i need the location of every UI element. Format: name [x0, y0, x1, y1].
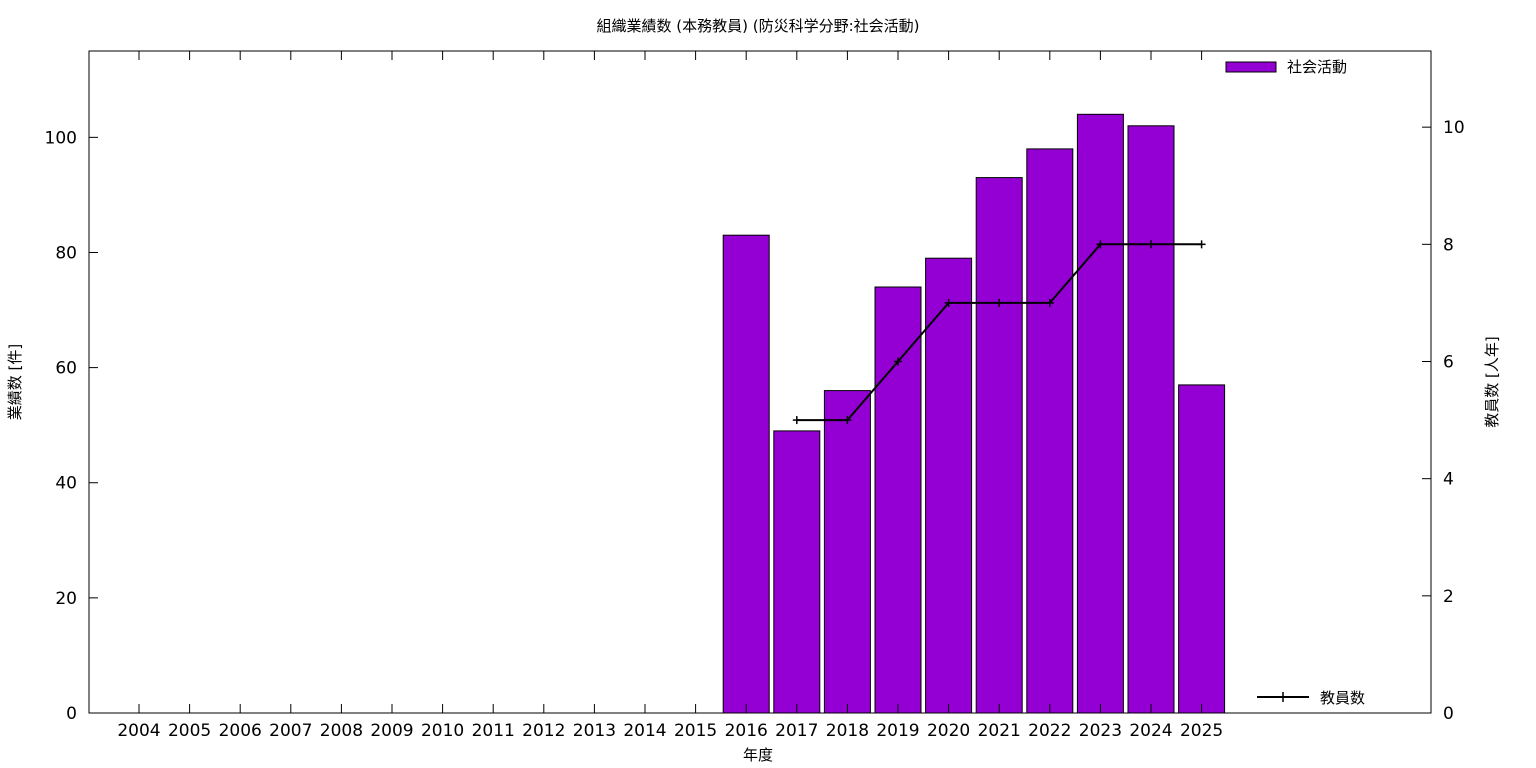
plot-frame — [88, 50, 1432, 714]
legend-line: 教員数 — [1257, 689, 1365, 707]
legend-bar-label: 社会活動 — [1287, 58, 1347, 76]
x-tick-label: 2015 — [674, 721, 717, 741]
bar-2016 — [722, 234, 770, 714]
y-tick-label: 40 — [55, 474, 77, 494]
bar-2024 — [1127, 125, 1175, 714]
faculty-point-2019 — [894, 357, 902, 366]
faculty-point-2022 — [1045, 298, 1054, 307]
legend-bar: 社会活動 — [1225, 58, 1347, 76]
faculty-point-2024 — [1147, 240, 1155, 249]
x-tick-label: 2014 — [623, 721, 666, 741]
x-tick-label: 2021 — [978, 721, 1021, 741]
x-tick-label: 2017 — [775, 721, 818, 741]
y-tick-label: 20 — [55, 589, 77, 609]
ticks-layer: 0 20 40 60 80 100 0 2 4 6 8 10 2004 2005 2006 2007 2008 2… — [45, 51, 1465, 741]
bars-layer — [722, 113, 1226, 714]
x-tick-label: 2011 — [472, 721, 515, 741]
line-layer — [792, 240, 1206, 425]
bar-2019 — [874, 286, 922, 714]
bar-2022 — [1026, 148, 1074, 714]
faculty-point-2021 — [995, 298, 1004, 307]
x-tick-label: 2009 — [370, 721, 413, 741]
y2-tick-label: 2 — [1443, 587, 1454, 607]
x-tick-label: 2016 — [725, 721, 768, 741]
y-tick-label: 0 — [66, 704, 77, 724]
x-tick-label: 2018 — [826, 721, 869, 741]
x-tick-label: 2024 — [1129, 721, 1172, 741]
bar-2020 — [925, 257, 973, 714]
x-tick-label: 2013 — [573, 721, 616, 741]
legend-line-label: 教員数 — [1320, 689, 1365, 707]
y-tick-label: 60 — [55, 359, 77, 379]
faculty-point-2020 — [944, 298, 953, 307]
x-tick-label: 2025 — [1180, 721, 1223, 741]
y2-tick-label: 6 — [1443, 352, 1454, 372]
y-tick-label: 100 — [45, 128, 77, 148]
y-axis-label: 業績数 [件] — [6, 344, 24, 420]
x-tick-label: 2023 — [1079, 721, 1122, 741]
x-tick-label: 2005 — [168, 721, 211, 741]
faculty-point-2018 — [843, 416, 852, 425]
x-tick-label: 2020 — [927, 721, 970, 741]
y-tick-label: 80 — [55, 243, 77, 263]
x-tick-label: 2010 — [421, 721, 464, 741]
bar-2021 — [975, 177, 1023, 714]
bar-2017 — [773, 430, 821, 714]
chart-title: 組織業績数 (本務教員) (防災科学分野:社会活動) — [596, 17, 919, 35]
x-axis-label: 年度 — [743, 746, 773, 764]
x-tick-label: 2006 — [219, 721, 262, 741]
x-tick-label: 2012 — [522, 721, 565, 741]
faculty-point-2023 — [1096, 240, 1105, 249]
y2-tick-label: 0 — [1443, 704, 1454, 724]
faculty-point-2017 — [792, 416, 801, 425]
y2-axis-label: 教員数 [人年] — [1483, 336, 1501, 427]
bar-2025 — [1178, 384, 1226, 714]
bar-2018 — [823, 390, 871, 714]
x-tick-label: 2022 — [1028, 721, 1071, 741]
x-tick-label: 2019 — [876, 721, 919, 741]
faculty-point-2025 — [1197, 240, 1206, 249]
y2-tick-label: 4 — [1443, 470, 1454, 490]
x-tick-label: 2004 — [117, 721, 160, 741]
y2-tick-label: 10 — [1443, 118, 1465, 138]
x-tick-label: 2007 — [269, 721, 312, 741]
legend-bar-swatch — [1225, 61, 1277, 73]
y2-tick-label: 8 — [1443, 235, 1454, 255]
x-tick-label: 2008 — [320, 721, 363, 741]
bar-2023 — [1076, 113, 1124, 714]
